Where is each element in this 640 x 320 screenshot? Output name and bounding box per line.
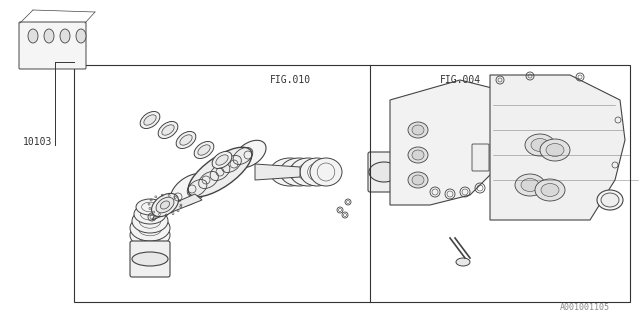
Ellipse shape (270, 158, 310, 186)
Ellipse shape (216, 155, 228, 165)
Ellipse shape (290, 158, 326, 186)
Ellipse shape (540, 139, 570, 161)
Ellipse shape (170, 173, 209, 206)
Ellipse shape (456, 258, 470, 266)
Polygon shape (490, 75, 625, 220)
FancyBboxPatch shape (130, 241, 170, 277)
Ellipse shape (300, 158, 334, 186)
Ellipse shape (369, 162, 399, 182)
Ellipse shape (412, 175, 424, 185)
Text: FIG.004: FIG.004 (440, 75, 481, 85)
Ellipse shape (28, 29, 38, 43)
Ellipse shape (408, 147, 428, 163)
FancyBboxPatch shape (19, 22, 86, 69)
Ellipse shape (161, 201, 170, 209)
Ellipse shape (130, 215, 170, 241)
Ellipse shape (541, 183, 559, 196)
Ellipse shape (132, 209, 168, 233)
Ellipse shape (44, 29, 54, 43)
Ellipse shape (597, 190, 623, 210)
Ellipse shape (130, 222, 170, 248)
Ellipse shape (152, 193, 179, 217)
Ellipse shape (521, 179, 539, 191)
Ellipse shape (546, 143, 564, 156)
Ellipse shape (176, 132, 196, 148)
Ellipse shape (156, 197, 174, 213)
Ellipse shape (132, 252, 168, 266)
Ellipse shape (194, 141, 214, 158)
Polygon shape (152, 194, 202, 220)
Ellipse shape (76, 29, 86, 43)
Ellipse shape (408, 122, 428, 138)
Ellipse shape (515, 174, 545, 196)
Ellipse shape (194, 164, 226, 192)
Ellipse shape (525, 134, 555, 156)
Ellipse shape (188, 147, 252, 197)
Ellipse shape (198, 145, 210, 155)
Ellipse shape (158, 122, 178, 139)
Ellipse shape (310, 158, 342, 186)
Ellipse shape (180, 135, 192, 145)
Ellipse shape (162, 125, 174, 135)
Ellipse shape (136, 199, 164, 215)
Ellipse shape (412, 150, 424, 160)
FancyBboxPatch shape (472, 144, 489, 171)
Text: FIG.010: FIG.010 (269, 75, 310, 85)
Ellipse shape (535, 179, 565, 201)
Ellipse shape (140, 111, 160, 129)
Text: A001001105: A001001105 (560, 303, 610, 312)
Ellipse shape (60, 29, 70, 43)
Polygon shape (255, 164, 300, 180)
Ellipse shape (531, 139, 549, 151)
Text: 10103: 10103 (23, 137, 52, 147)
Ellipse shape (280, 158, 318, 186)
Ellipse shape (601, 193, 619, 207)
Ellipse shape (408, 172, 428, 188)
Polygon shape (390, 80, 510, 205)
FancyBboxPatch shape (368, 152, 400, 192)
Ellipse shape (212, 151, 232, 169)
Ellipse shape (134, 204, 166, 224)
Ellipse shape (412, 125, 424, 135)
Bar (74, 65, 630, 302)
Ellipse shape (212, 151, 248, 181)
Ellipse shape (234, 140, 266, 168)
Ellipse shape (144, 115, 156, 125)
